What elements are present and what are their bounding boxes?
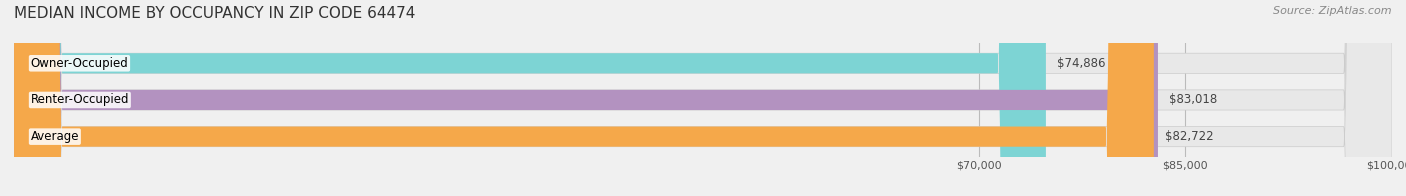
Text: Average: Average (31, 130, 79, 143)
Text: $74,886: $74,886 (1057, 57, 1105, 70)
FancyBboxPatch shape (14, 0, 1392, 196)
Text: Renter-Occupied: Renter-Occupied (31, 93, 129, 106)
FancyBboxPatch shape (14, 0, 1159, 196)
FancyBboxPatch shape (14, 0, 1154, 196)
FancyBboxPatch shape (14, 0, 1046, 196)
FancyBboxPatch shape (14, 0, 1392, 196)
Text: Source: ZipAtlas.com: Source: ZipAtlas.com (1274, 6, 1392, 16)
Text: MEDIAN INCOME BY OCCUPANCY IN ZIP CODE 64474: MEDIAN INCOME BY OCCUPANCY IN ZIP CODE 6… (14, 6, 415, 21)
FancyBboxPatch shape (14, 0, 1392, 196)
Text: $83,018: $83,018 (1168, 93, 1218, 106)
Text: Owner-Occupied: Owner-Occupied (31, 57, 128, 70)
Text: $82,722: $82,722 (1166, 130, 1213, 143)
